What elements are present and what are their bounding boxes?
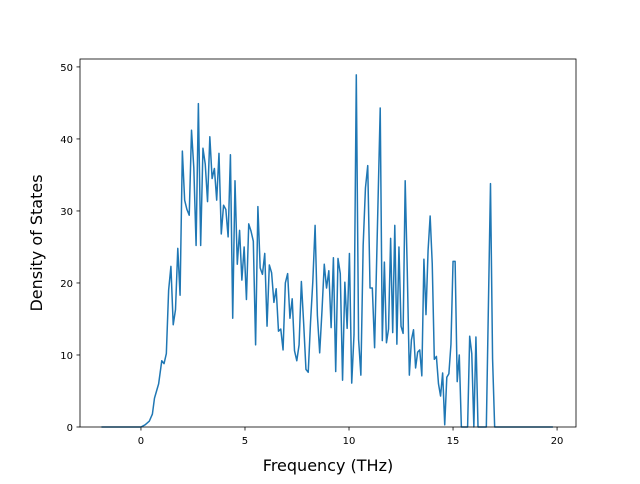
y-axis-label: Density of States [27, 174, 46, 311]
x-tick-label: 10 [343, 436, 356, 447]
x-axis-label: Frequency (THz) [263, 456, 393, 475]
y-tick-label: 30 [60, 207, 73, 218]
y-tick-label: 0 [67, 423, 73, 434]
y-tick-label: 10 [60, 351, 73, 362]
axes-frame [79, 58, 577, 428]
x-tick-label: 15 [447, 436, 460, 447]
x-tick-label: 5 [242, 436, 248, 447]
y-tick-label: 50 [60, 63, 73, 74]
x-tick-label: 20 [551, 436, 564, 447]
y-tick-label: 20 [60, 279, 73, 290]
y-tick-label: 40 [60, 135, 73, 146]
dos-line [101, 74, 553, 428]
x-tick-label: 0 [138, 436, 144, 447]
